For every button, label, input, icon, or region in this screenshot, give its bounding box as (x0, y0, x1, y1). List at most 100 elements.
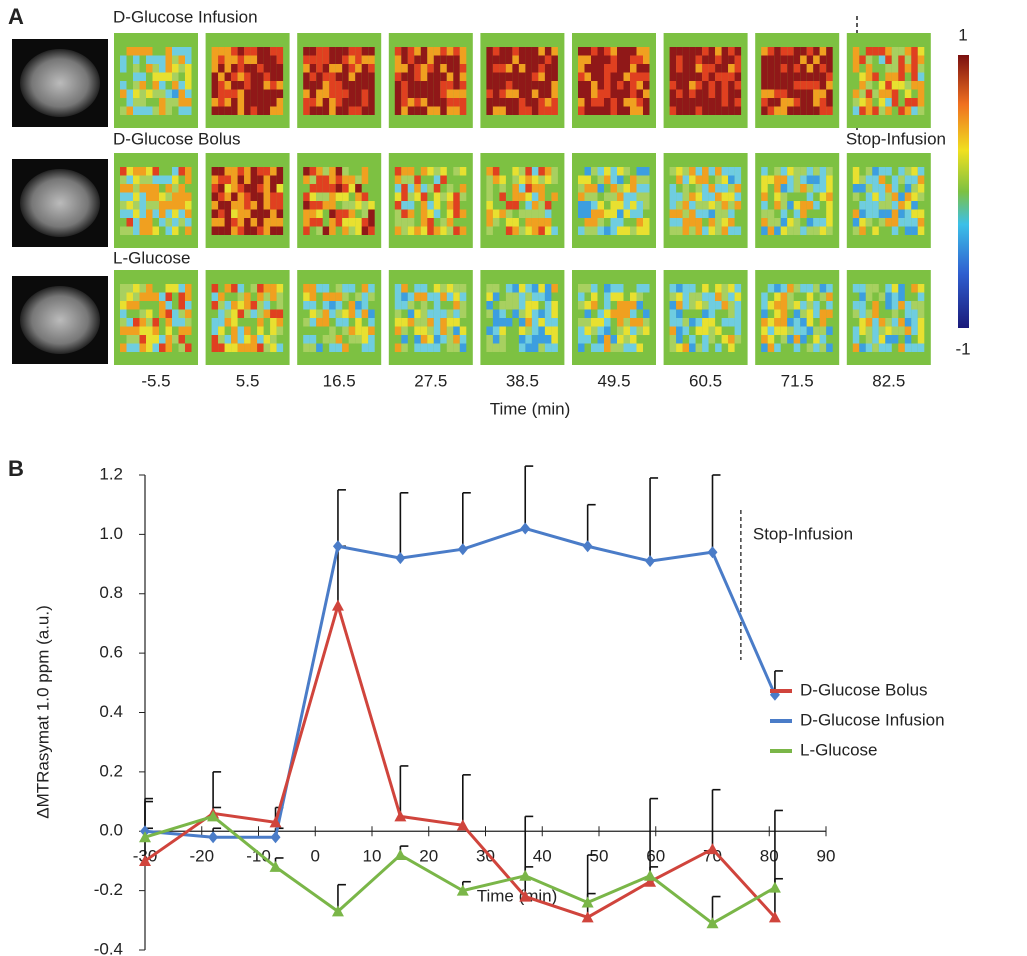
heatmap-cell (440, 55, 447, 64)
heatmap-cell (728, 81, 735, 90)
heatmap-cell (231, 343, 238, 352)
heatmap-cell (433, 318, 441, 327)
heatmap-cell (702, 106, 709, 115)
heatmap-cell (433, 184, 441, 193)
heatmap-cell (133, 55, 140, 64)
heatmap-cell (578, 47, 585, 56)
heatmap-cell (813, 309, 820, 318)
heatmap-cell (407, 106, 415, 115)
heatmap-cell (800, 64, 807, 73)
heatmap-cell (185, 318, 192, 327)
heatmap-cell (152, 167, 159, 176)
heatmap-cell (512, 106, 519, 115)
heatmap-cell (911, 47, 918, 56)
heatmap-cell (211, 209, 219, 218)
heatmap-cell (800, 301, 807, 310)
heatmap-cell (486, 335, 493, 344)
heatmap-cell (898, 218, 905, 227)
heatmap-cell (636, 167, 643, 176)
heatmap-cell (715, 106, 722, 115)
colorbar (958, 55, 969, 328)
heatmap-cell (165, 175, 172, 184)
heatmap-cell (257, 309, 264, 318)
heatmap-cell (257, 301, 264, 310)
y-tick-label: 1.0 (99, 524, 123, 543)
heatmap-cell (525, 209, 532, 218)
heatmap-cell (303, 226, 310, 235)
heatmap-cell (702, 64, 709, 73)
heatmap-cell (270, 343, 277, 352)
heatmap-cell (414, 72, 421, 81)
heatmap-cell (643, 309, 650, 318)
heatmap-cell (231, 47, 238, 56)
heatmap-cell (316, 309, 323, 318)
heatmap-cell (819, 284, 827, 293)
heatmap-cell (859, 309, 866, 318)
heatmap-cell (904, 192, 912, 201)
heatmap-cell (885, 335, 892, 344)
heatmap-cell (604, 98, 611, 107)
heatmap-cell (767, 335, 775, 344)
heatmap-cell (715, 64, 722, 73)
heatmap-cell (878, 335, 886, 344)
heatmap-cell (904, 301, 912, 310)
heatmap-cell (433, 335, 441, 344)
heatmap-cell (878, 292, 886, 301)
heatmap-cell (342, 55, 349, 64)
heatmap-cell (414, 326, 421, 335)
heatmap-cell (499, 309, 506, 318)
heatmap-cell (139, 98, 146, 107)
heatmap-cell (682, 292, 690, 301)
heatmap-cell (394, 64, 402, 73)
heatmap-cell (459, 309, 467, 318)
heatmap-cell (257, 81, 264, 90)
heatmap-cell (819, 318, 827, 327)
heatmap-cell (329, 335, 336, 344)
heatmap-cell (767, 47, 775, 56)
heatmap-cell (623, 167, 630, 176)
heatmap-cell (244, 192, 251, 201)
heatmap-cell (695, 64, 703, 73)
heatmap-cell (355, 292, 362, 301)
heatmap-cell (538, 209, 545, 218)
heatmap-cell (211, 218, 219, 227)
heatmap-cell (348, 218, 356, 227)
heatmap-cell (322, 167, 330, 176)
heatmap-cell (361, 167, 369, 176)
heatmap-cell (852, 98, 860, 107)
heatmap-cell (224, 201, 232, 210)
heatmap-cell (780, 335, 788, 344)
heatmap-cell (512, 301, 519, 310)
heatmap-cell (800, 335, 807, 344)
heatmap-cell (185, 47, 192, 56)
heatmap-cell (865, 292, 873, 301)
heatmap-cell (800, 326, 807, 335)
heatmap-cell (767, 72, 775, 81)
heatmap-cell (355, 309, 362, 318)
heatmap-cell (368, 326, 375, 335)
heatmap-cell (459, 209, 467, 218)
heatmap-cell (623, 318, 630, 327)
heatmap-cell (401, 98, 408, 107)
heatmap-cell (146, 284, 153, 293)
heatmap-cell (800, 226, 807, 235)
heatmap-cell (303, 209, 310, 218)
heatmap-cell (852, 175, 860, 184)
heatmap-cell (244, 218, 251, 227)
heatmap-cell (459, 335, 467, 344)
heatmap-cell (806, 226, 814, 235)
time-label: 16.5 (323, 371, 356, 390)
heatmap-cell (774, 47, 781, 56)
heatmap-cell (120, 106, 127, 115)
heatmap-cell (459, 292, 467, 301)
heatmap-cell (348, 89, 356, 98)
heatmap-cell (623, 226, 630, 235)
heatmap-cell (597, 226, 604, 235)
heatmap-cell (630, 326, 637, 335)
heatmap-cell (695, 192, 703, 201)
heatmap-cell (538, 81, 545, 90)
heatmap-cell (348, 106, 356, 115)
heatmap-cell (152, 201, 159, 210)
heatmap-cell (348, 226, 356, 235)
heatmap-cell (604, 309, 611, 318)
